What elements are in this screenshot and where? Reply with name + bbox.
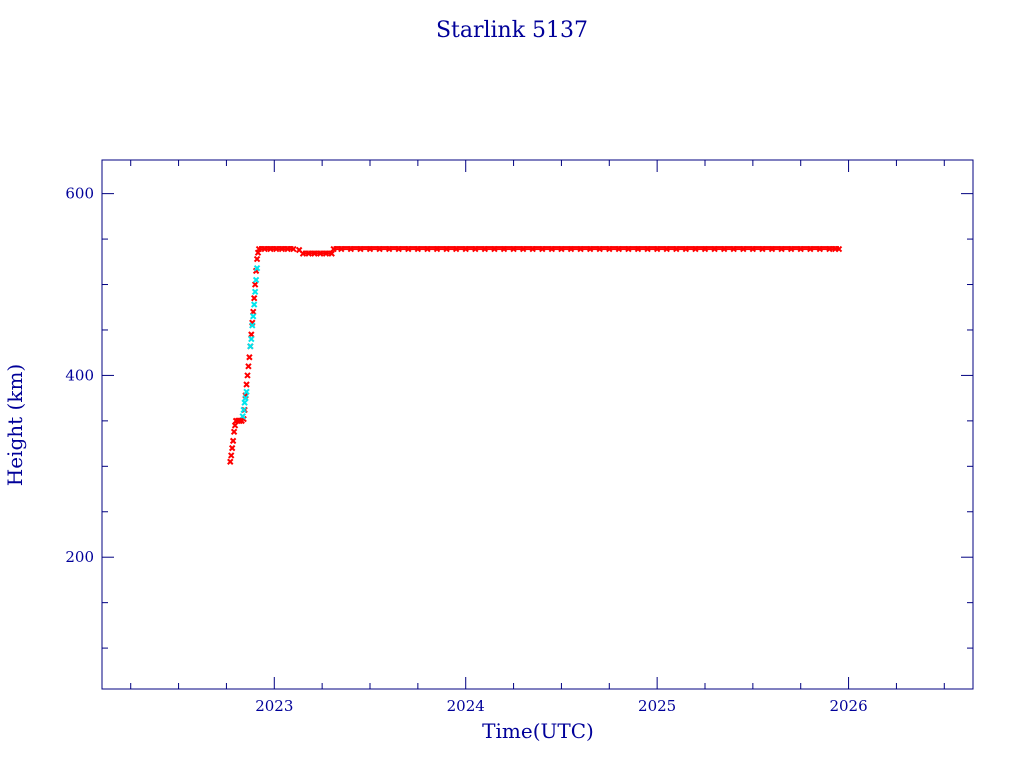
data-point <box>248 335 255 343</box>
data-point <box>245 363 252 370</box>
data-point <box>250 301 258 308</box>
series-0-band <box>236 246 839 422</box>
data-points <box>227 245 843 465</box>
x-tick-label: 2023 <box>255 697 293 715</box>
y-tick-label: 400 <box>65 366 94 384</box>
y-axis-label: Height (km) <box>3 364 27 486</box>
data-point <box>228 444 236 452</box>
data-point <box>251 281 259 288</box>
data-point <box>240 406 247 414</box>
data-point <box>227 458 234 465</box>
series-1 <box>239 264 261 420</box>
data-point <box>253 264 261 272</box>
data-point <box>250 294 258 302</box>
y-tick-label: 600 <box>65 185 94 203</box>
data-point <box>229 437 237 445</box>
x-tick-label: 2025 <box>638 697 676 715</box>
data-point <box>250 313 257 320</box>
data-point <box>249 322 256 329</box>
plot-frame <box>101 159 974 690</box>
data-point <box>228 452 235 459</box>
data-point <box>230 428 238 435</box>
data-point <box>252 276 260 284</box>
x-axis-label: Time(UTC) <box>482 719 594 743</box>
data-point <box>244 372 251 379</box>
data-point <box>251 288 259 296</box>
y-tick-label: 200 <box>65 548 94 566</box>
tick-labels: 200 400 600 2023 2024 2025 2026 <box>65 185 867 715</box>
axis-ticks <box>102 160 973 689</box>
x-tick-label: 2024 <box>447 697 485 715</box>
series-0 <box>227 245 843 465</box>
data-point <box>231 422 239 429</box>
data-point <box>247 343 254 350</box>
data-point <box>243 388 250 395</box>
data-point <box>253 255 261 263</box>
data-point <box>242 394 249 402</box>
data-point <box>241 399 248 406</box>
data-point <box>246 354 253 361</box>
data-point <box>243 381 250 388</box>
x-tick-label: 2026 <box>829 697 867 715</box>
chart-title: Starlink 5137 <box>436 18 588 43</box>
